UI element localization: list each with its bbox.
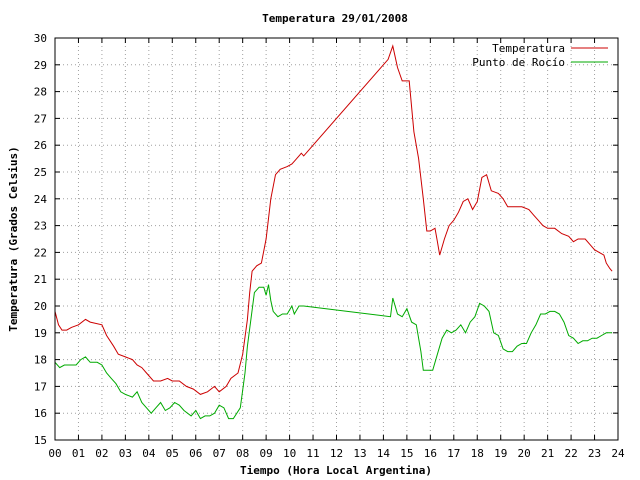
y-tick-label: 25 (34, 166, 47, 179)
x-tick-label: 16 (424, 447, 437, 460)
x-tick-label: 09 (260, 447, 273, 460)
legend-label-punto-de-rocio: Punto de Rocío (472, 56, 565, 69)
x-tick-label: 13 (353, 447, 366, 460)
x-tick-label: 02 (95, 447, 108, 460)
y-tick-label: 16 (34, 407, 47, 420)
y-tick-label: 30 (34, 32, 47, 45)
tick-marks (54, 37, 619, 441)
y-tick-label: 28 (34, 86, 47, 99)
x-tick-label: 18 (471, 447, 484, 460)
x-tick-label: 23 (588, 447, 601, 460)
y-tick-label: 15 (34, 434, 47, 447)
y-tick-label: 20 (34, 300, 47, 313)
x-tick-label: 07 (213, 447, 226, 460)
y-tick-label: 21 (34, 273, 47, 286)
y-tick-labels: 15 16 17 18 19 20 21 22 23 24 25 26 27 28 29 30 (34, 32, 48, 447)
x-tick-label: 22 (564, 447, 577, 460)
y-tick-label: 18 (34, 354, 47, 367)
y-tick-label: 19 (34, 327, 47, 340)
y-tick-label: 26 (34, 139, 47, 152)
x-tick-label: 08 (236, 447, 249, 460)
series-lines (54, 44, 613, 420)
y-tick-label: 17 (34, 380, 47, 393)
x-tick-label: 17 (447, 447, 460, 460)
x-tick-label: 15 (400, 447, 413, 460)
series-line-0 (54, 44, 613, 395)
x-tick-labels: 00 01 02 03 04 05 06 07 08 09 10 11 12 13 14 15 16 17 18 19… (48, 447, 625, 460)
x-tick-label: 11 (306, 447, 319, 460)
y-axis-label: Temperatura (Grados Celsius) (7, 146, 20, 331)
x-tick-label: 06 (189, 447, 202, 460)
x-tick-label: 19 (494, 447, 507, 460)
legend: Temperatura Punto de Rocío (472, 42, 608, 69)
series-line-1 (54, 284, 613, 420)
x-tick-label: 05 (166, 447, 179, 460)
x-tick-label: 24 (611, 447, 625, 460)
legend-label-temperatura: Temperatura (492, 42, 565, 55)
x-tick-label: 12 (330, 447, 343, 460)
y-tick-label: 22 (34, 246, 47, 259)
x-tick-label: 10 (283, 447, 296, 460)
y-tick-label: 29 (34, 59, 47, 72)
x-tick-label: 03 (119, 447, 132, 460)
x-tick-label: 21 (541, 447, 554, 460)
x-axis-label: Tiempo (Hora Local Argentina) (240, 464, 432, 477)
y-tick-label: 27 (34, 112, 47, 125)
x-tick-label: 04 (142, 447, 156, 460)
grid-lines (55, 38, 618, 440)
x-tick-label: 14 (377, 447, 391, 460)
x-tick-label: 20 (518, 447, 531, 460)
chart-title: Temperatura 29/01/2008 (262, 12, 408, 25)
x-tick-label: 01 (72, 447, 85, 460)
y-tick-label: 24 (34, 193, 48, 206)
y-tick-label: 23 (34, 220, 47, 233)
x-tick-label: 00 (48, 447, 61, 460)
